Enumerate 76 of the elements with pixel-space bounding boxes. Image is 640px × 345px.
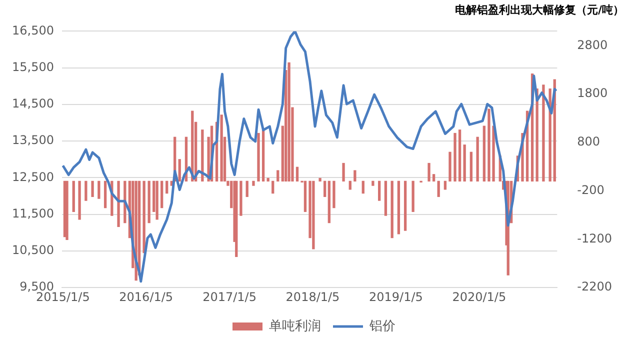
y-tick-label: 13,500: [12, 133, 54, 148]
bar: [257, 132, 260, 182]
bar: [240, 180, 242, 216]
bar: [166, 180, 168, 194]
bar: [148, 180, 150, 224]
bar: [246, 180, 248, 197]
bar: [378, 180, 381, 201]
x-tick-label: 2015/1/5: [36, 290, 90, 304]
bar: [220, 114, 223, 182]
y2-tick-label: -200: [577, 182, 604, 197]
bar: [91, 180, 94, 197]
y2-tick-label: 800: [577, 134, 600, 149]
bar: [458, 130, 462, 182]
bar: [332, 180, 336, 208]
bar: [235, 180, 238, 257]
x-tick-label: 2017/1/5: [202, 290, 256, 304]
bar: [160, 180, 164, 208]
bar: [318, 178, 322, 182]
bar: [142, 180, 146, 254]
bar: [448, 152, 452, 182]
bar: [156, 180, 158, 220]
y-tick-label: 15,500: [12, 60, 54, 74]
bar: [437, 180, 440, 197]
y2-tick-label: 1800: [577, 86, 608, 100]
bar: [272, 180, 274, 194]
x-tick-label: 2016/1/5: [119, 290, 174, 304]
y-tick-label: 11,500: [12, 206, 54, 220]
bar: [384, 180, 388, 216]
bar: [72, 180, 75, 212]
bar: [354, 170, 356, 182]
y-tick-label: 14,500: [12, 96, 54, 111]
bar: [117, 180, 120, 227]
x-tick-label: 2018/1/5: [286, 290, 340, 304]
bar: [463, 144, 466, 182]
bar: [362, 180, 364, 194]
bar: [78, 180, 81, 220]
y2-tick-label: 2800: [577, 38, 608, 52]
legend-label: 单吨利润: [269, 318, 321, 334]
bar: [266, 178, 270, 182]
bar: [288, 62, 290, 182]
bar: [372, 180, 374, 186]
y-tick-label: 12,500: [12, 170, 54, 184]
bar: [470, 152, 473, 182]
bar: [252, 180, 255, 186]
bar: [296, 166, 299, 182]
bar: [397, 180, 400, 234]
x-tick-label: 2019/1/5: [369, 290, 423, 304]
y2-tick-label: -2200: [577, 280, 612, 294]
legend-label: 铝价: [368, 318, 396, 334]
y-tick-label: 10,500: [12, 243, 54, 258]
bar: [548, 88, 552, 182]
bar: [432, 174, 436, 182]
bar: [98, 180, 100, 199]
bar: [178, 159, 181, 182]
bar: [404, 180, 407, 231]
x-tick-label: 2020/1/5: [452, 290, 506, 304]
bar: [304, 180, 307, 212]
bar: [328, 180, 330, 224]
bar: [66, 180, 68, 240]
y2-tick-label: -1200: [577, 231, 612, 246]
bar: [542, 84, 545, 182]
bar: [390, 180, 394, 238]
bar: [276, 170, 280, 182]
bar: [84, 180, 88, 201]
chart-title: 电解铝盈利出现大幅修复（元/吨）: [454, 3, 624, 16]
y-tick-label: 16,500: [12, 23, 54, 38]
bar: [312, 180, 315, 250]
bar: [482, 126, 486, 182]
bar: [104, 180, 107, 208]
bar: [412, 180, 414, 212]
bar: [454, 132, 456, 182]
bar: [428, 162, 430, 182]
bar: [476, 136, 479, 182]
bar: [342, 162, 345, 182]
bar: [262, 130, 265, 182]
bar: [324, 180, 326, 197]
